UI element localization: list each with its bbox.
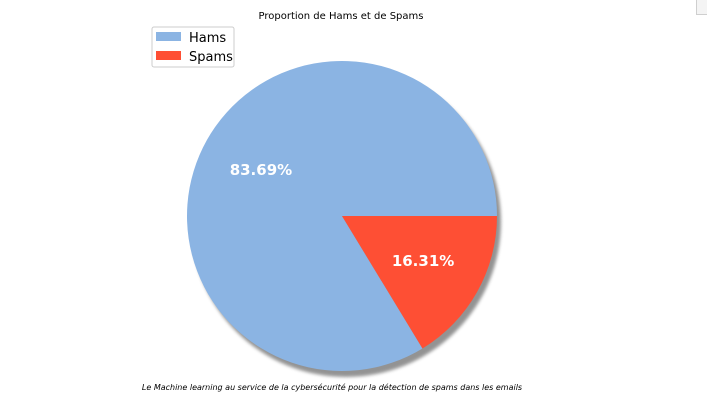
legend-label-spams: Spams: [189, 50, 233, 65]
pie-slice-hams: [187, 61, 498, 372]
legend-swatch-hams: [156, 32, 181, 41]
legend: Hams Spams: [151, 26, 235, 68]
pie-labels: 83.69% 16.31%: [230, 161, 455, 270]
legend-swatch-spams: [156, 51, 181, 60]
pie-label-spams: 16.31%: [392, 252, 454, 270]
chart-title: Proportion de Hams et de Spams: [259, 11, 424, 22]
chart-caption: Le Machine learning au service de la cyb…: [142, 382, 522, 392]
pie-label-hams: 83.69%: [230, 161, 292, 179]
pie-slices: [187, 61, 498, 372]
legend-label-hams: Hams: [189, 31, 226, 46]
window-corner-mark: [696, 0, 707, 15]
pie-slice-spams: [342, 216, 497, 349]
